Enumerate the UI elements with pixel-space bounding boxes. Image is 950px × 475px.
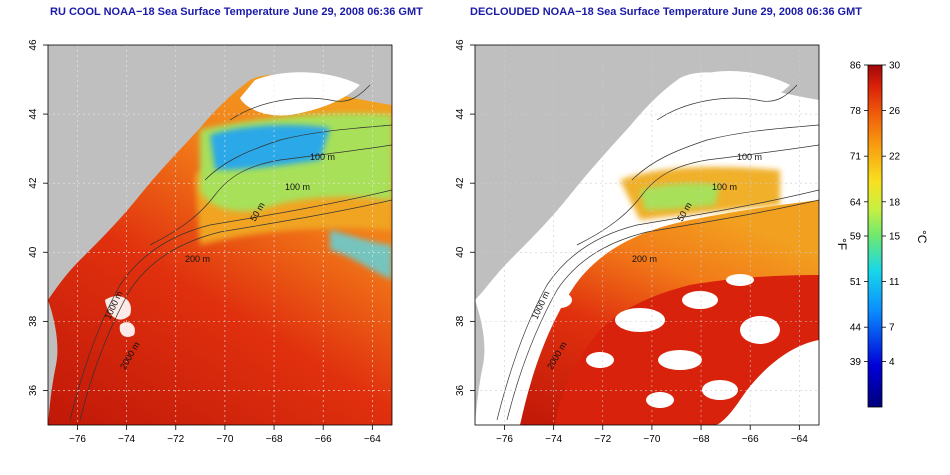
right-map-frame <box>474 44 820 426</box>
depth-label: 200 m <box>632 254 657 264</box>
lon-tick-label: −76 <box>496 434 513 445</box>
celsius-tick-label: 22 <box>889 152 901 163</box>
cold-water-region <box>210 124 330 170</box>
lon-tick-label: −68 <box>693 434 710 445</box>
depth-label: 100 m <box>712 182 737 192</box>
left-panel-title: RU COOL NOAA−18 Sea Surface Temperature … <box>50 6 423 18</box>
left-map-panel: 100 m 100 m 50 m 200 m 1000 m 2000 m −76… <box>28 39 393 445</box>
lat-tick-label: 38 <box>455 315 466 327</box>
fahrenheit-unit-label: °F <box>835 238 849 250</box>
celsius-unit-label: °C <box>915 230 929 244</box>
land-mass <box>475 45 819 300</box>
ocean-field-warm <box>555 275 819 425</box>
cloud-gaps <box>548 274 810 408</box>
depth-label: 100 m <box>285 182 310 192</box>
right-map-panel: 100 m 100 m 50 m 200 m 1000 m 2000 m −76… <box>455 39 820 445</box>
fahrenheit-tick-label: 78 <box>850 106 862 117</box>
lat-tick-label: 46 <box>28 39 39 51</box>
fahrenheit-tick-label: 51 <box>850 277 862 288</box>
lon-tick-label: −72 <box>167 434 184 445</box>
colorbar: 86 30 78 26 71 22 64 18 59 15 51 11 44 7 39 4 °F °C <box>835 61 929 408</box>
fahrenheit-tick-label: 39 <box>850 357 862 368</box>
bathymetry-contours <box>69 84 392 421</box>
depth-label: 100 m <box>310 152 335 162</box>
lon-tick-label: −76 <box>69 434 86 445</box>
lon-tick-label: −64 <box>364 434 381 445</box>
lat-tick-label: 40 <box>455 246 466 258</box>
lat-tick-label: 40 <box>28 246 39 258</box>
lat-tick-label: 38 <box>28 315 39 327</box>
celsius-tick-label: 7 <box>889 323 895 334</box>
lon-tick-label: −66 <box>315 434 332 445</box>
fahrenheit-tick-label: 71 <box>850 152 862 163</box>
graticule <box>475 45 819 425</box>
lon-tick-label: −64 <box>791 434 808 445</box>
depth-label: 200 m <box>185 254 210 264</box>
left-map-frame <box>47 44 393 426</box>
depth-label: 100 m <box>737 152 762 162</box>
colorbar-gradient <box>867 64 883 408</box>
lat-tick-label: 44 <box>28 108 39 120</box>
lon-tick-label: −66 <box>742 434 759 445</box>
lat-tick-label: 42 <box>455 177 466 189</box>
lon-tick-label: −74 <box>545 434 562 445</box>
lat-tick-label: 46 <box>455 39 466 51</box>
fahrenheit-tick-label: 59 <box>850 232 862 243</box>
cloud-patch <box>240 72 360 116</box>
bathymetry-contours <box>496 84 819 421</box>
celsius-tick-label: 11 <box>889 277 900 288</box>
celsius-tick-label: 18 <box>889 197 901 208</box>
fahrenheit-tick-label: 64 <box>850 197 862 208</box>
lat-tick-label: 42 <box>28 177 39 189</box>
right-panel-title: DECLOUDED NOAA−18 Sea Surface Temperatur… <box>470 6 862 18</box>
lon-tick-label: −72 <box>594 434 611 445</box>
celsius-tick-label: 15 <box>889 232 901 243</box>
fahrenheit-tick-label: 44 <box>850 323 862 334</box>
lon-tick-label: −74 <box>118 434 135 445</box>
land-mass-south <box>475 300 485 425</box>
land-mass <box>48 45 392 300</box>
lat-tick-label: 36 <box>28 384 39 396</box>
lat-tick-label: 44 <box>455 108 466 120</box>
celsius-tick-label: 26 <box>889 106 901 117</box>
lon-tick-label: −70 <box>643 434 660 445</box>
fahrenheit-tick-label: 86 <box>850 61 862 72</box>
lon-tick-label: −70 <box>216 434 233 445</box>
lat-tick-label: 36 <box>455 384 466 396</box>
graticule <box>48 45 392 425</box>
celsius-tick-label: 30 <box>889 61 901 72</box>
lon-tick-label: −68 <box>266 434 283 445</box>
land-mass-south <box>48 300 58 425</box>
celsius-tick-label: 4 <box>889 357 895 368</box>
